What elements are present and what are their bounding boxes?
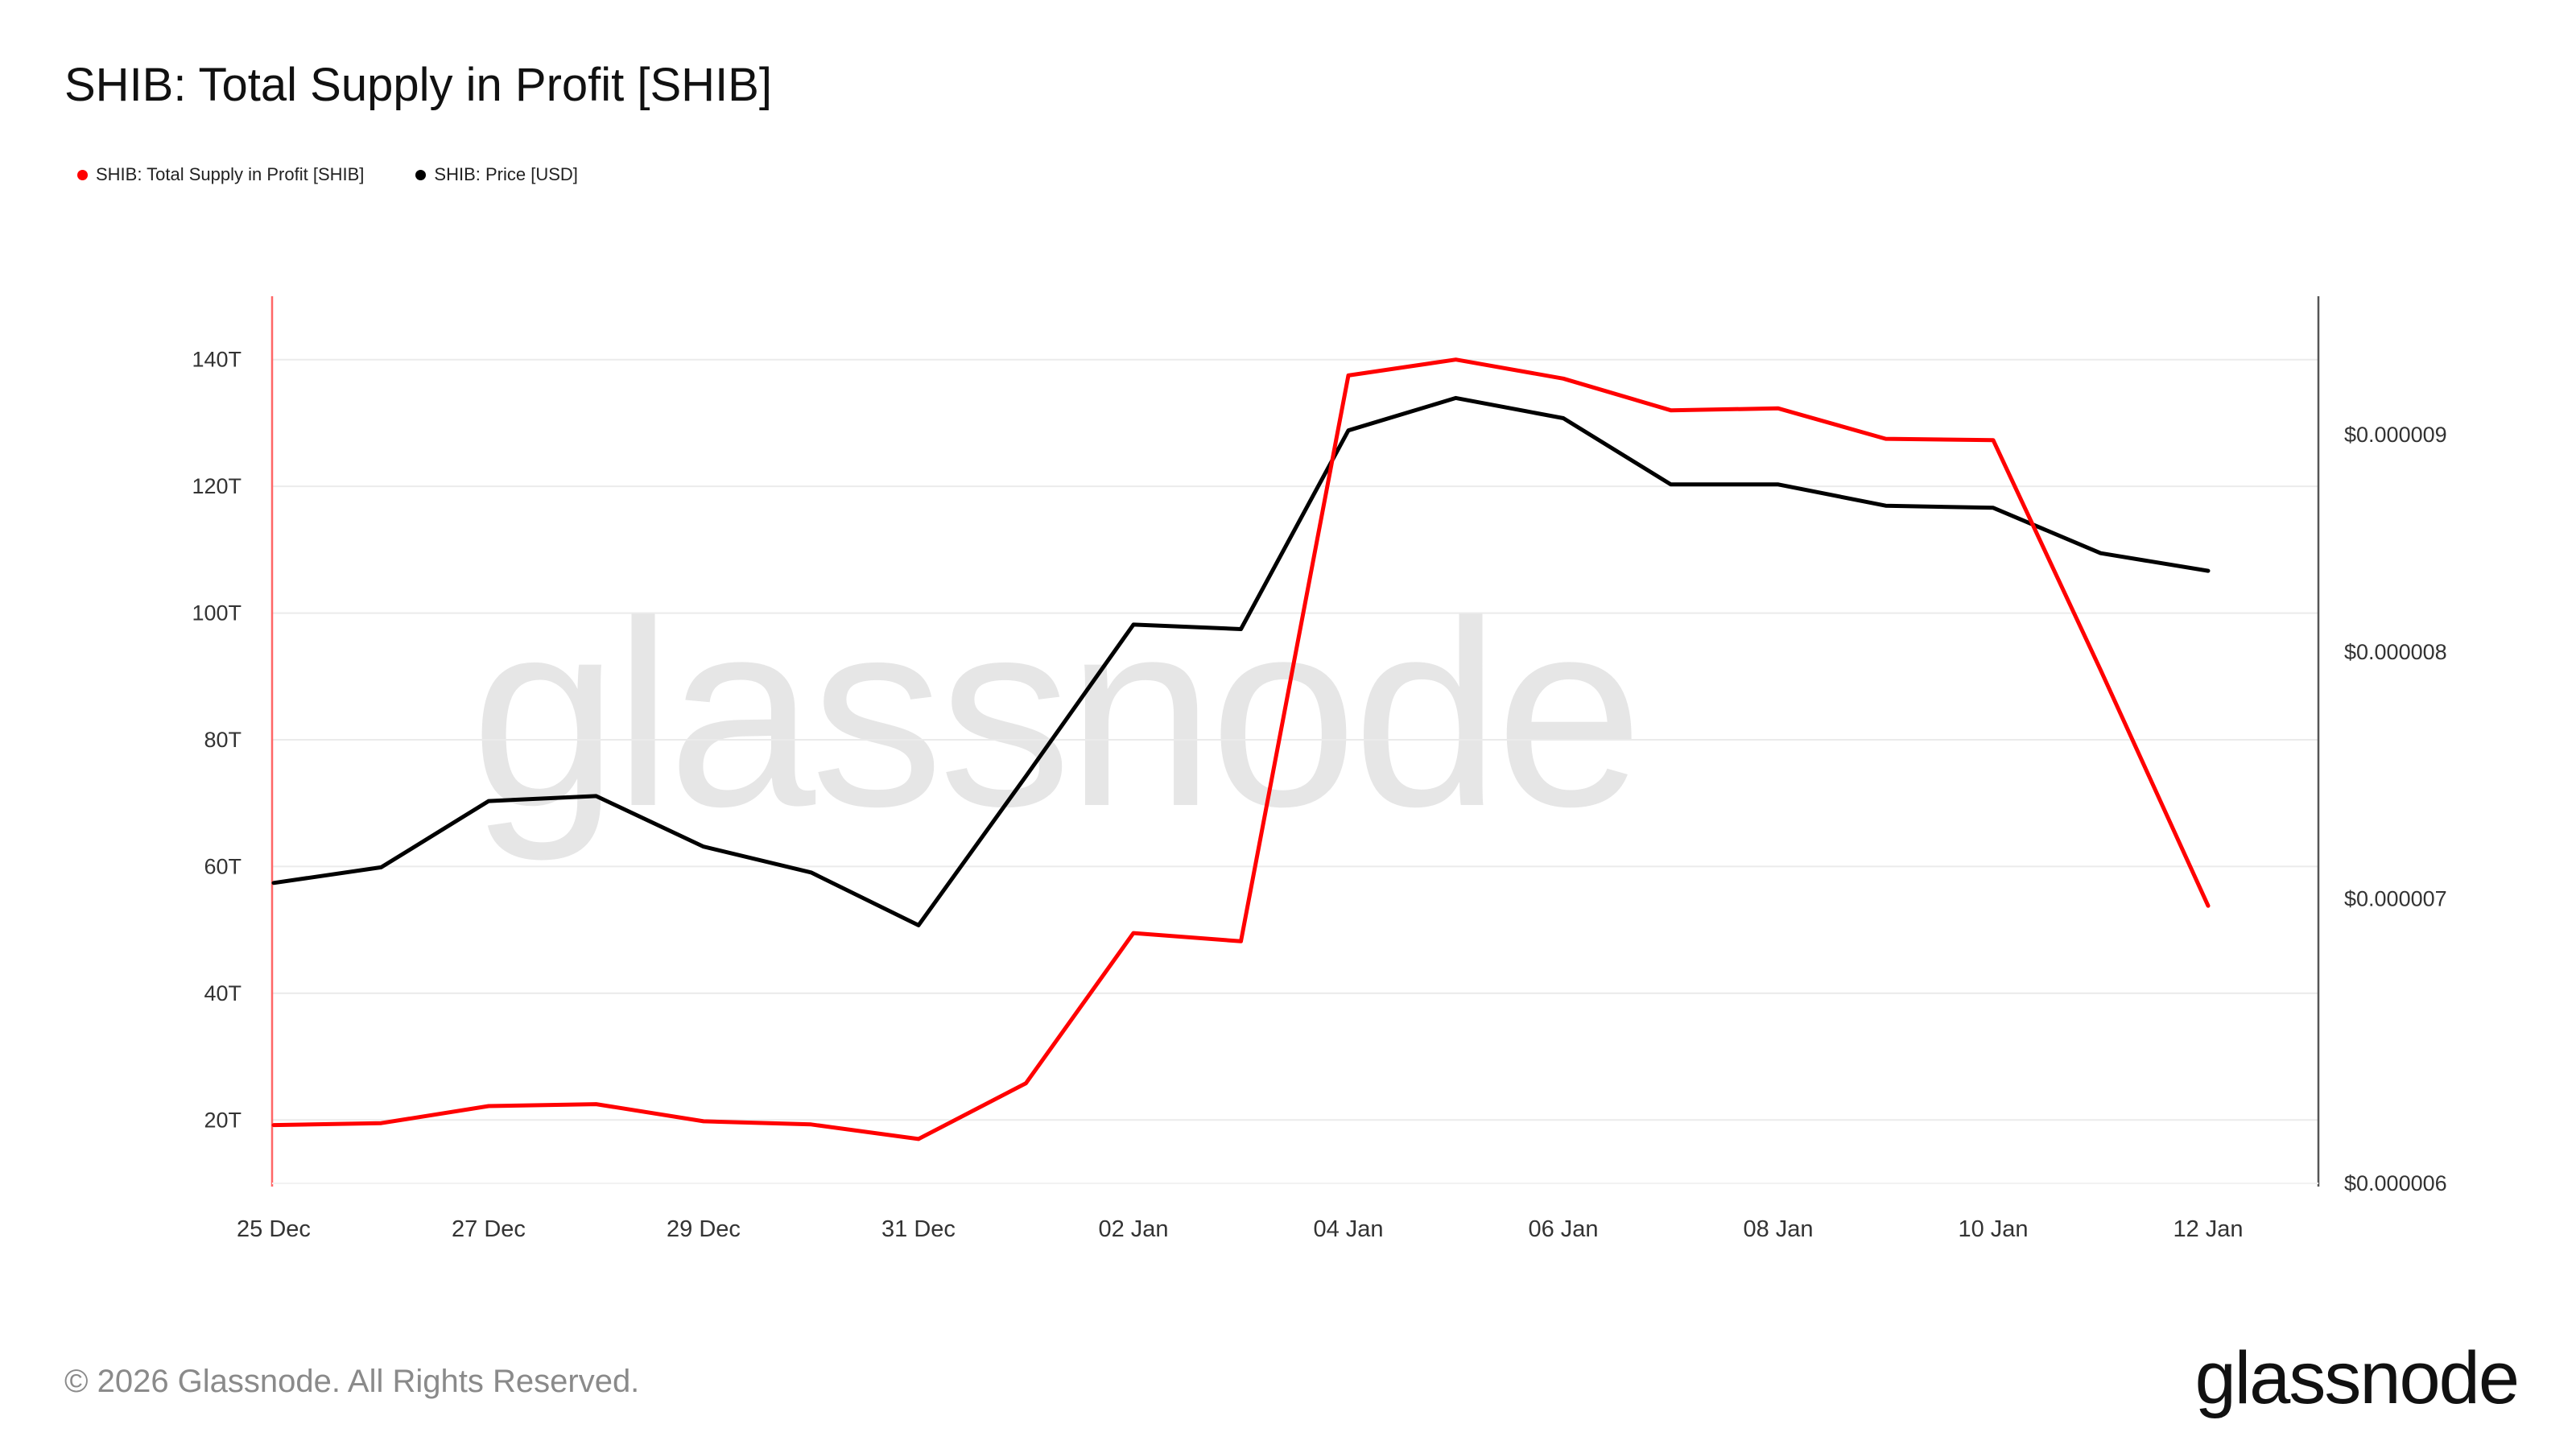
y-right-tick-label: $0.000008 xyxy=(2344,640,2447,664)
x-tick-label: 02 Jan xyxy=(1098,1216,1168,1242)
y-left-tick-label: 80T xyxy=(204,728,242,752)
y-left-tick-label: 140T xyxy=(192,348,242,372)
legend-label: SHIB: Price [USD] xyxy=(434,164,578,184)
x-tick-label: 06 Jan xyxy=(1528,1216,1598,1242)
series-line-supply-in-profit xyxy=(271,357,2211,1141)
x-tick-label: 12 Jan xyxy=(2173,1216,2243,1242)
x-tick-label: 27 Dec xyxy=(452,1216,526,1242)
y-right-tick-label: $0.000009 xyxy=(2344,423,2447,447)
y-left-tick-label: 100T xyxy=(192,601,242,625)
y-left-tick-label: 120T xyxy=(192,474,242,498)
x-tick-label: 08 Jan xyxy=(1743,1216,1813,1242)
legend-label: SHIB: Total Supply in Profit [SHIB] xyxy=(96,164,365,184)
x-tick-label: 31 Dec xyxy=(881,1216,956,1242)
chart-legend: SHIB: Total Supply in Profit [SHIB] SHIB… xyxy=(77,164,578,185)
y-left-tick-label: 20T xyxy=(204,1108,242,1132)
series-line-price xyxy=(271,395,2211,927)
legend-item-price[interactable]: SHIB: Price [USD] xyxy=(415,164,578,185)
copyright-notice: © 2026 Glassnode. All Rights Reserved. xyxy=(64,1364,640,1399)
chart-title: SHIB: Total Supply in Profit [SHIB] xyxy=(64,59,772,111)
watermark: glassnode xyxy=(471,564,1639,863)
legend-dot-icon xyxy=(77,169,88,180)
x-tick-label: 29 Dec xyxy=(667,1216,741,1242)
x-tick-label: 25 Dec xyxy=(237,1216,311,1242)
y-right-tick-label: $0.000006 xyxy=(2344,1171,2447,1195)
legend-dot-icon xyxy=(415,169,427,180)
y-left-tick-label: 40T xyxy=(204,981,242,1005)
y-left-tick-label: 60T xyxy=(204,854,242,878)
x-tick-label: 04 Jan xyxy=(1313,1216,1383,1242)
legend-item-supply-in-profit[interactable]: SHIB: Total Supply in Profit [SHIB] xyxy=(77,164,364,185)
y-right-tick-label: $0.000007 xyxy=(2344,886,2447,910)
x-tick-label: 10 Jan xyxy=(1958,1216,2028,1242)
brand-logo: glassnode xyxy=(2194,1337,2520,1419)
